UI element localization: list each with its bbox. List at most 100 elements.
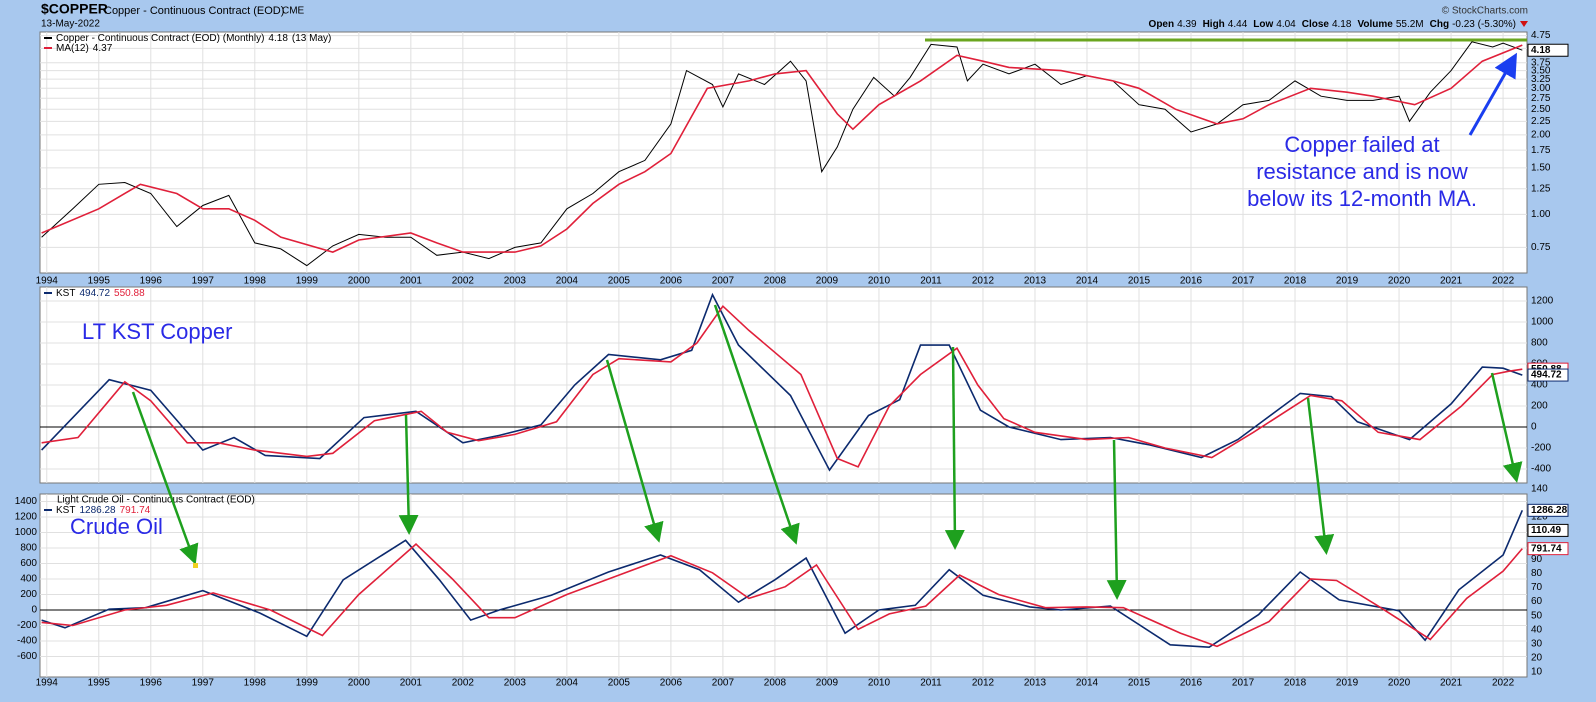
arrow — [398, 414, 419, 535]
arrow — [1306, 397, 1335, 555]
value-label: 1286.28 — [1531, 505, 1568, 516]
y-tick-label: -200 — [1531, 443, 1551, 454]
arrow — [713, 304, 800, 545]
quote-value: 4.18 — [1332, 19, 1352, 30]
x-tick-label: 1995 — [88, 678, 111, 689]
legend-date: (13 May) — [292, 33, 331, 44]
x-tick-label: 2016 — [1180, 276, 1203, 287]
series-line — [41, 543, 1523, 648]
y-tick-label: 400 — [1531, 380, 1548, 391]
y-tick-label: 400 — [20, 574, 37, 585]
arrow — [1468, 52, 1517, 136]
y-tick-label: 1000 — [1531, 317, 1554, 328]
value-box — [1527, 523, 1569, 537]
legend-value: 494.72 — [79, 288, 110, 299]
y2-tick-label: 140 — [1531, 483, 1548, 494]
legend-text: KST 494.72 550.88 — [56, 288, 145, 299]
value-label: 791.74 — [1531, 543, 1562, 554]
series-line — [41, 44, 1523, 253]
y-tick-label: 1000 — [15, 527, 38, 538]
legend-value: 4.37 — [93, 43, 113, 54]
x-tick-label: 2021 — [1440, 276, 1463, 287]
legend-name: KST — [56, 505, 75, 516]
y-tick-label: 200 — [20, 589, 37, 600]
x-tick-label: 2002 — [452, 678, 475, 689]
y-tick-label: 0 — [1531, 422, 1537, 433]
y-tick-label: 3.50 — [1531, 65, 1551, 76]
x-tick-label: 2003 — [504, 678, 527, 689]
x-tick-label: 2019 — [1336, 276, 1359, 287]
x-tick-label: 1996 — [140, 678, 163, 689]
y2-tick-label: 20 — [1531, 653, 1543, 664]
y-tick-label: 1.25 — [1531, 183, 1551, 194]
annotation: below its 12-month MA. — [1247, 186, 1477, 211]
arrows — [131, 304, 1523, 600]
y-tick-label: 600 — [20, 558, 37, 569]
y2-tick-label: 90 — [1531, 554, 1543, 565]
x-tick-label: 2005 — [608, 276, 631, 287]
x-tick-label: 2015 — [1128, 678, 1151, 689]
quote-label: Chg — [1430, 19, 1449, 30]
x-tick-label: 2019 — [1336, 678, 1359, 689]
quote-label: Close — [1302, 19, 1330, 30]
x-tick-label: 2006 — [660, 678, 683, 689]
x-tick-label: 1998 — [244, 678, 267, 689]
x-tick-label: 2015 — [1128, 276, 1151, 287]
series-line — [41, 41, 1523, 267]
x-tick-label: 1999 — [296, 678, 319, 689]
x-tick-label: 2016 — [1180, 678, 1203, 689]
y-tick-label: 0 — [31, 605, 37, 616]
y-tick-label: 1200 — [1531, 296, 1554, 307]
x-tick-label: 2010 — [868, 276, 891, 287]
y-tick-label: -400 — [1531, 464, 1551, 475]
x-tick-label: 1997 — [192, 276, 215, 287]
marker — [193, 563, 198, 568]
quote-value: 4.04 — [1276, 19, 1296, 30]
x-tick-label: 2001 — [400, 276, 423, 287]
x-tick-label: 2005 — [608, 678, 631, 689]
y-tick-label: 2.25 — [1531, 116, 1551, 127]
y-tick-label: 800 — [1531, 338, 1548, 349]
description: Copper - Continuous Contract (EOD) — [104, 5, 284, 17]
value-box — [1527, 368, 1569, 382]
value-box — [1527, 542, 1569, 556]
legend-value: 4.18 — [268, 33, 288, 44]
x-tick-label: 2012 — [972, 276, 995, 287]
quote-value: 4.44 — [1228, 19, 1248, 30]
panel — [39, 31, 1528, 274]
x-tick-label: 2014 — [1076, 678, 1099, 689]
quote-label: Open — [1149, 19, 1175, 30]
y-tick-label: 4.75 — [1531, 30, 1551, 41]
quote-label: High — [1203, 19, 1225, 30]
x-tick-label: 1998 — [244, 276, 267, 287]
legend-value: 1286.28 — [79, 505, 116, 516]
value-box — [1527, 43, 1569, 57]
x-tick-label: 2018 — [1284, 678, 1307, 689]
x-tick-label: 2000 — [348, 678, 371, 689]
x-tick-label: 2013 — [1024, 678, 1047, 689]
y-tick-label: -600 — [17, 651, 37, 662]
x-tick-label: 2007 — [712, 678, 735, 689]
annotation: Copper failed at — [1284, 132, 1439, 157]
y2-tick-label: 60 — [1531, 596, 1543, 607]
x-tick-label: 2002 — [452, 276, 475, 287]
series-line — [41, 509, 1524, 649]
arrow — [1490, 372, 1523, 483]
y2-tick-label: 10 — [1531, 667, 1543, 678]
y-tick-label: -400 — [17, 636, 37, 647]
value-label: 4.18 — [1531, 45, 1551, 56]
x-tick-label: 2021 — [1440, 678, 1463, 689]
y2-tick-label: 70 — [1531, 582, 1543, 593]
x-tick-label: 2020 — [1388, 276, 1411, 287]
x-tick-label: 2003 — [504, 276, 527, 287]
down-icon — [1520, 21, 1528, 27]
legend-text: Copper - Continuous Contract (EOD) (Mont… — [56, 33, 331, 44]
exchange: CME — [282, 6, 305, 17]
y-tick-label: 1200 — [15, 512, 38, 523]
quote-label: Volume — [1357, 19, 1393, 30]
quote-label: Low — [1253, 19, 1273, 30]
x-tick-label: 2008 — [764, 678, 787, 689]
y2-tick-label: 50 — [1531, 610, 1543, 621]
series-line — [41, 304, 1523, 468]
